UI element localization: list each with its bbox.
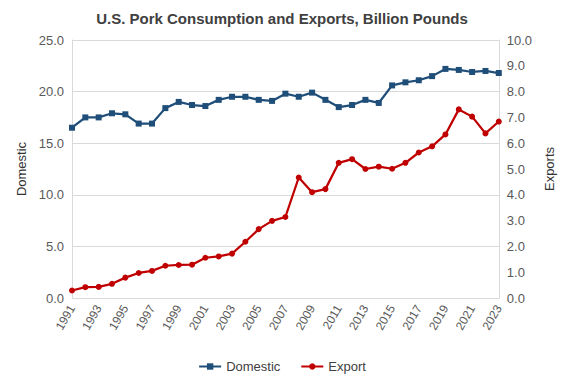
svg-text:Domestic: Domestic	[14, 141, 29, 196]
svg-text:2019: 2019	[426, 302, 452, 332]
svg-text:9.0: 9.0	[507, 58, 525, 73]
svg-text:5.0: 5.0	[46, 239, 64, 254]
svg-text:3.0: 3.0	[507, 213, 525, 228]
svg-text:1993: 1993	[79, 302, 105, 332]
svg-text:1999: 1999	[159, 302, 185, 332]
svg-text:2013: 2013	[346, 302, 372, 332]
svg-text:Export: Export	[328, 359, 366, 374]
svg-text:0.0: 0.0	[507, 291, 525, 306]
svg-text:2017: 2017	[399, 302, 425, 332]
svg-text:1.0: 1.0	[507, 265, 525, 280]
svg-text:5.0: 5.0	[507, 162, 525, 177]
svg-text:Exports: Exports	[542, 146, 557, 191]
svg-text:2.0: 2.0	[507, 239, 525, 254]
svg-text:2009: 2009	[293, 302, 319, 332]
svg-text:10.0: 10.0	[507, 33, 532, 48]
svg-text:Domestic: Domestic	[226, 359, 281, 374]
svg-text:2015: 2015	[373, 302, 399, 332]
svg-text:25.0: 25.0	[39, 33, 64, 48]
svg-text:4.0: 4.0	[507, 187, 525, 202]
svg-text:2001: 2001	[186, 302, 212, 332]
svg-text:2005: 2005	[239, 302, 265, 332]
svg-text:7.0: 7.0	[507, 110, 525, 125]
svg-text:2023: 2023	[479, 302, 505, 332]
svg-text:10.0: 10.0	[39, 187, 64, 202]
svg-text:U.S. Pork Consumption and Expo: U.S. Pork Consumption and Exports, Billi…	[96, 10, 468, 27]
svg-text:20.0: 20.0	[39, 84, 64, 99]
svg-text:15.0: 15.0	[39, 136, 64, 151]
svg-text:2011: 2011	[320, 302, 345, 332]
svg-text:1991: 1991	[53, 302, 79, 332]
svg-text:2007: 2007	[266, 302, 292, 332]
svg-text:8.0: 8.0	[507, 84, 525, 99]
svg-text:1997: 1997	[133, 302, 159, 332]
svg-text:6.0: 6.0	[507, 136, 525, 151]
svg-text:2003: 2003	[213, 302, 239, 332]
svg-text:0.0: 0.0	[46, 291, 64, 306]
svg-text:2021: 2021	[453, 302, 479, 332]
svg-text:1995: 1995	[106, 302, 132, 332]
